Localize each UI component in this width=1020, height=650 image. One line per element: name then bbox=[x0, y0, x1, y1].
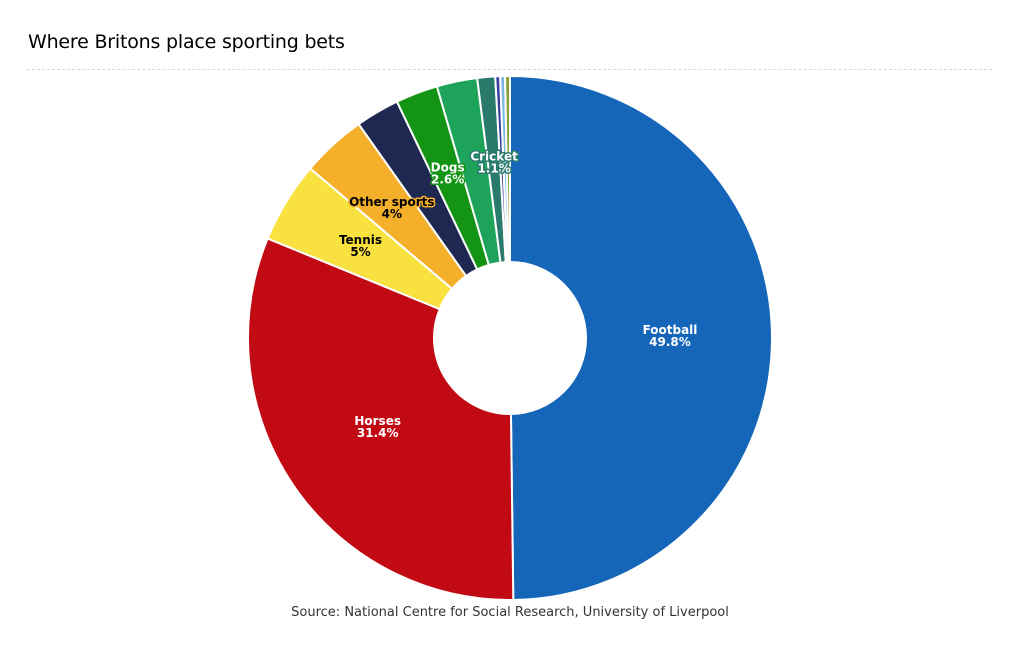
slice-label-value: 5% bbox=[350, 245, 370, 259]
slice-label-name: Dogs bbox=[431, 160, 465, 174]
slice-label-name: Tennis bbox=[339, 233, 382, 247]
slice-label-value: 4% bbox=[382, 207, 402, 221]
chart-title: Where Britons place sporting bets bbox=[28, 31, 345, 53]
title-divider bbox=[27, 69, 992, 70]
slice-label-name: Cricket bbox=[470, 150, 518, 164]
slice-segment-11[interactable] bbox=[504, 75, 511, 264]
slice-football[interactable] bbox=[509, 75, 773, 601]
source-note: Source: National Centre for Social Resea… bbox=[291, 605, 729, 620]
slice-label-name: Horses bbox=[354, 414, 401, 428]
slice-label-value: 2.6% bbox=[431, 172, 464, 186]
slice-label-value: 31.4% bbox=[357, 426, 399, 440]
slice-horses[interactable] bbox=[247, 237, 515, 601]
slices-layer bbox=[247, 75, 773, 601]
slice-label-value: 1.1% bbox=[477, 162, 510, 176]
slice-label-value: 49.8% bbox=[649, 335, 691, 349]
slice-label-name: Football bbox=[643, 323, 698, 337]
slice-label-name: Other sports bbox=[349, 195, 435, 209]
